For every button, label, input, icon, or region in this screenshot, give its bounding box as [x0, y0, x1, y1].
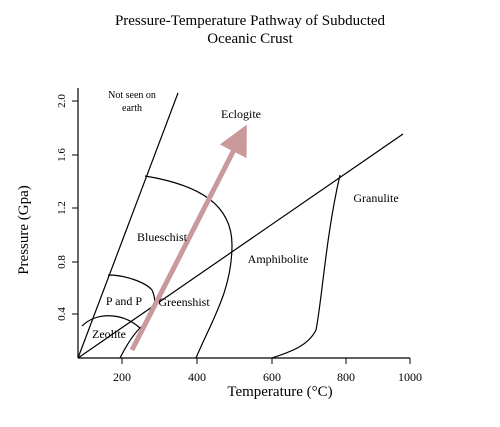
x-tick-label: 200 [113, 370, 131, 384]
y-axis-title: Pressure (Gpa) [16, 185, 32, 275]
y-tick-label: 1.6 [56, 148, 68, 162]
region-label-granulite: Granulite [353, 191, 398, 205]
y-tick-label: 1.2 [56, 201, 68, 215]
x-tick-label: 400 [188, 370, 206, 384]
x-tick-label: 1000 [398, 370, 422, 384]
region-label-zeolite: Zeolite [92, 327, 126, 341]
diagram-title-line-2: Oceanic Crust [207, 31, 293, 47]
region-label-not-seen: earth [122, 103, 142, 114]
boundary-blueschist-eclogite [144, 175, 233, 359]
region-label-not-seen: Not seen on [108, 90, 156, 101]
x-axis-title: Temperature (°C) [227, 384, 333, 400]
facies-boundaries [77, 92, 404, 359]
region-label-eclogite: Eclogite [221, 107, 261, 121]
boundary-steep-line [77, 92, 179, 359]
x-tick-label: 800 [337, 370, 355, 384]
boundary-granulite-amphibolite [271, 174, 341, 359]
x-tick-marks [121, 358, 411, 364]
region-label-p-and-p: P and P [106, 294, 143, 308]
diagram-title-line-1: Pressure-Temperature Pathway of Subducte… [114, 13, 386, 29]
y-tick-label: 2.0 [56, 94, 68, 108]
y-tick-label: 0.4 [56, 307, 68, 321]
boundary-diagonal-line [77, 133, 404, 359]
y-tick-marks [72, 100, 78, 315]
y-tick-label: 0.8 [56, 255, 68, 269]
pathway-arrow [129, 124, 247, 352]
region-label-blueschist: Blueschist [137, 230, 188, 244]
x-tick-label: 600 [263, 370, 281, 384]
boundary-zeolite [81, 315, 141, 329]
region-label-amphibolite: Amphibolite [248, 252, 309, 266]
region-label-greenshist: Greenshist [158, 295, 210, 309]
boundary-blueschist-pp [107, 274, 153, 291]
